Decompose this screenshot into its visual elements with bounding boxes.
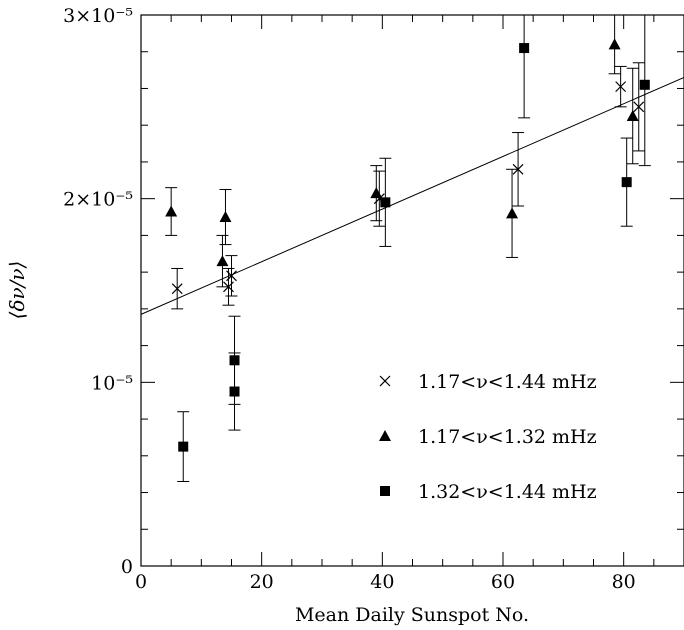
legend-marker-square bbox=[380, 486, 390, 496]
data-point-cross bbox=[171, 267, 184, 310]
legend-marker-triangle bbox=[379, 430, 391, 441]
y-tick-label: 10⁻⁵ bbox=[91, 372, 133, 394]
cross-stroke bbox=[226, 270, 237, 282]
marker-cross bbox=[226, 270, 237, 282]
marker-cross bbox=[512, 163, 524, 175]
marker-triangle bbox=[608, 38, 621, 50]
x-tick-label: 20 bbox=[250, 571, 274, 593]
data-point-cross bbox=[614, 65, 627, 108]
data-point-triangle bbox=[370, 165, 383, 222]
y-tick-label: 0 bbox=[121, 556, 133, 578]
data-point-square bbox=[379, 157, 392, 247]
data-point-cross bbox=[225, 255, 238, 297]
x-tick-label: 80 bbox=[612, 571, 636, 593]
marker-triangle bbox=[370, 187, 383, 199]
marker-square bbox=[621, 177, 632, 188]
data-points bbox=[165, 14, 651, 483]
marker-square bbox=[519, 43, 530, 54]
marker-square bbox=[178, 441, 189, 452]
data-point-triangle bbox=[506, 168, 519, 258]
x-axis-label: Mean Daily Sunspot No. bbox=[295, 604, 529, 626]
cross-stroke bbox=[512, 163, 524, 175]
data-point-square bbox=[177, 411, 190, 483]
data-point-triangle bbox=[608, 14, 621, 75]
axis-tick-labels: 0 20 40 60 80 0 10⁻⁵ 2×10⁻⁵ 3×10⁻⁵ bbox=[63, 5, 636, 593]
data-point-triangle bbox=[626, 67, 639, 165]
axis-ticks bbox=[140, 14, 684, 567]
data-point-triangle bbox=[216, 234, 229, 288]
marker-cross bbox=[633, 101, 645, 113]
plot-frame bbox=[140, 14, 684, 567]
data-point-cross bbox=[632, 62, 645, 152]
data-point-square bbox=[638, 15, 651, 167]
cross-stroke bbox=[171, 283, 183, 295]
legend: 1.17<ν<1.44 mHz 1.17<ν<1.32 mHz 1.32<ν<1.4… bbox=[379, 371, 597, 503]
legend-label: 1.32<ν<1.44 mHz bbox=[418, 481, 597, 503]
marker-triangle bbox=[626, 110, 639, 122]
y-tick-label: 3×10⁻⁵ bbox=[63, 5, 133, 27]
cross-stroke bbox=[633, 101, 645, 113]
legend-item: 1.32<ν<1.44 mHz bbox=[380, 481, 597, 503]
cross-stroke bbox=[379, 375, 391, 387]
x-tick-label: 40 bbox=[370, 571, 394, 593]
marker-triangle bbox=[165, 205, 178, 217]
legend-label: 1.17<ν<1.32 mHz bbox=[418, 426, 597, 448]
data-point-square bbox=[620, 137, 633, 227]
legend-marker-cross bbox=[379, 375, 391, 387]
marker-square bbox=[380, 197, 391, 208]
marker-triangle bbox=[216, 255, 229, 267]
data-point-square bbox=[518, 15, 531, 119]
marker-square bbox=[229, 386, 240, 397]
legend-label: 1.17<ν<1.44 mHz bbox=[418, 371, 597, 393]
data-point-square bbox=[228, 352, 241, 431]
x-tick-label: 0 bbox=[135, 571, 147, 593]
data-point-cross bbox=[512, 132, 525, 207]
cross-stroke bbox=[615, 81, 627, 93]
legend-item: 1.17<ν<1.44 mHz bbox=[379, 371, 597, 393]
legend-item: 1.17<ν<1.32 mHz bbox=[379, 426, 597, 448]
marker-cross bbox=[615, 81, 627, 93]
marker-square bbox=[639, 79, 650, 90]
x-tick-label: 60 bbox=[491, 571, 515, 593]
marker-triangle bbox=[506, 207, 519, 219]
y-tick-label: 2×10⁻⁵ bbox=[63, 189, 133, 211]
y-axis-label: ⟨δν/ν⟩ bbox=[5, 261, 29, 320]
data-point-triangle bbox=[219, 188, 232, 246]
marker-triangle bbox=[219, 211, 232, 223]
data-point-triangle bbox=[165, 187, 178, 236]
marker-cross bbox=[171, 283, 183, 295]
